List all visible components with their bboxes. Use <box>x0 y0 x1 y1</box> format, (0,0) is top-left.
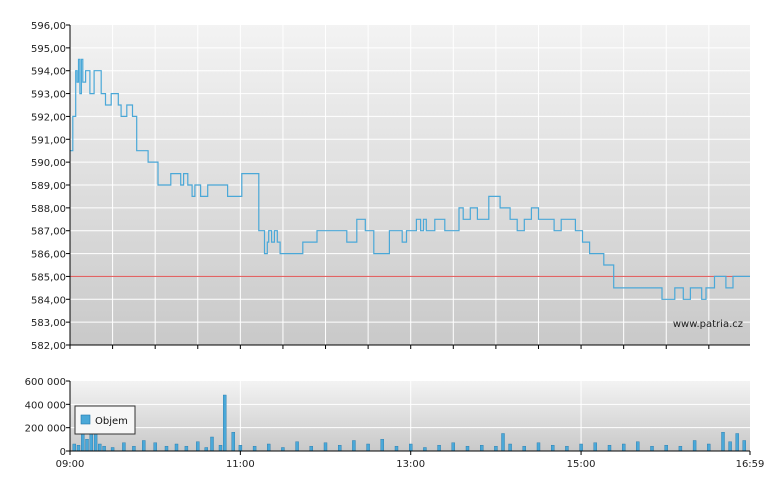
volume-bar <box>692 440 697 452</box>
watermark[interactable]: www.patria.cz <box>673 319 743 330</box>
volume-bar <box>85 439 89 452</box>
price-y-tick-label: 593,00 <box>31 90 66 101</box>
price-y-tick-label: 585,00 <box>31 272 66 283</box>
volume-bar <box>480 445 484 452</box>
volume-x-tick-label: 11:00 <box>226 459 255 470</box>
volume-bar <box>110 447 115 452</box>
price-y-tick-label: 584,00 <box>31 295 66 306</box>
volume-bar <box>102 446 106 452</box>
price-y-tick-label: 592,00 <box>31 112 66 123</box>
price-y-tick-label: 590,00 <box>31 158 66 169</box>
volume-bar <box>551 445 555 452</box>
volume-bar <box>142 440 146 452</box>
volume-x-tick-label: 13:00 <box>396 459 425 470</box>
volume-bar <box>465 446 470 452</box>
volume-bar <box>508 443 512 452</box>
volume-bar <box>204 447 209 452</box>
volume-bar <box>366 443 370 452</box>
volume-bar <box>707 443 711 452</box>
volume-bar <box>721 432 725 452</box>
volume-bar <box>252 446 257 452</box>
volume-bar <box>184 446 189 452</box>
volume-bar <box>122 442 126 452</box>
volume-bar <box>380 439 384 452</box>
volume-panel: 600 000 400 000 200 000 009:00 11:00 13:00 15:… <box>25 377 765 470</box>
volume-y-tick-label: 200 000 <box>25 424 66 435</box>
price-y-tick-label: 594,00 <box>31 67 66 78</box>
volume-bar <box>409 443 413 452</box>
price-y-tick-label: 587,00 <box>31 227 66 238</box>
volume-bar <box>565 446 569 452</box>
volume-bar <box>218 445 223 452</box>
volume-bar <box>394 446 399 452</box>
volume-bar <box>267 443 271 452</box>
volume-bar <box>352 440 356 452</box>
price-series-line <box>70 58 750 300</box>
volume-bar <box>622 443 626 452</box>
volume-bar <box>650 446 654 452</box>
volume-x-tick-label: 16:59 <box>736 459 765 470</box>
price-y-tick-label: 591,00 <box>31 135 66 146</box>
volume-bar <box>72 443 77 452</box>
volume-bar <box>309 446 313 452</box>
volume-bar <box>295 441 299 452</box>
price-y-tick-label: 596,00 <box>31 21 66 32</box>
volume-bar <box>579 443 583 452</box>
volume-bar <box>323 442 328 452</box>
volume-bar <box>153 442 157 452</box>
volume-x-tick-label: 09:00 <box>56 459 85 470</box>
volume-bar <box>678 446 683 452</box>
price-y-tick-label: 582,00 <box>31 341 66 352</box>
volume-bar <box>607 445 612 452</box>
volume-bar <box>423 447 427 452</box>
volume-bar <box>281 447 285 452</box>
volume-bar <box>174 443 179 452</box>
volume-bar <box>494 446 498 452</box>
price-y-tick-label: 588,00 <box>31 204 66 215</box>
price-panel: 596,00 595,00 594,00 593,00 592,00 591,00 590,… <box>31 21 750 352</box>
volume-bar <box>76 445 81 452</box>
volume-bar <box>222 394 227 452</box>
volume-bar <box>522 446 526 452</box>
price-y-tick-label: 586,00 <box>31 250 66 261</box>
volume-bar <box>735 433 739 452</box>
volume-bar <box>728 441 732 452</box>
volume-y-tick-label: 400 000 <box>25 400 66 411</box>
volume-bar <box>98 443 102 452</box>
volume-bar <box>196 441 200 452</box>
volume-bar <box>238 445 243 452</box>
volume-bar <box>593 442 597 452</box>
volume-bar <box>231 432 236 452</box>
volume-bar <box>742 440 746 452</box>
volume-legend-swatch <box>80 414 91 425</box>
volume-bar <box>338 445 342 452</box>
price-y-tick-label: 583,00 <box>31 318 66 329</box>
volume-bar <box>636 441 640 452</box>
volume-legend-label: Objem <box>95 416 128 427</box>
volume-bar <box>164 446 169 452</box>
volume-bar <box>536 442 541 452</box>
price-y-tick-label: 595,00 <box>31 44 66 55</box>
volume-plot-background <box>70 381 750 451</box>
volume-bar <box>437 445 441 452</box>
volume-x-tick-label: 15:00 <box>567 459 596 470</box>
volume-bar <box>664 445 668 452</box>
volume-y-tick-label: 0 <box>60 447 66 458</box>
price-y-tick-label: 589,00 <box>31 181 66 192</box>
volume-bar <box>501 433 505 452</box>
volume-bar <box>451 442 455 452</box>
volume-bar <box>132 446 136 452</box>
volume-bar <box>210 436 214 452</box>
volume-y-tick-label: 600 000 <box>25 377 66 388</box>
